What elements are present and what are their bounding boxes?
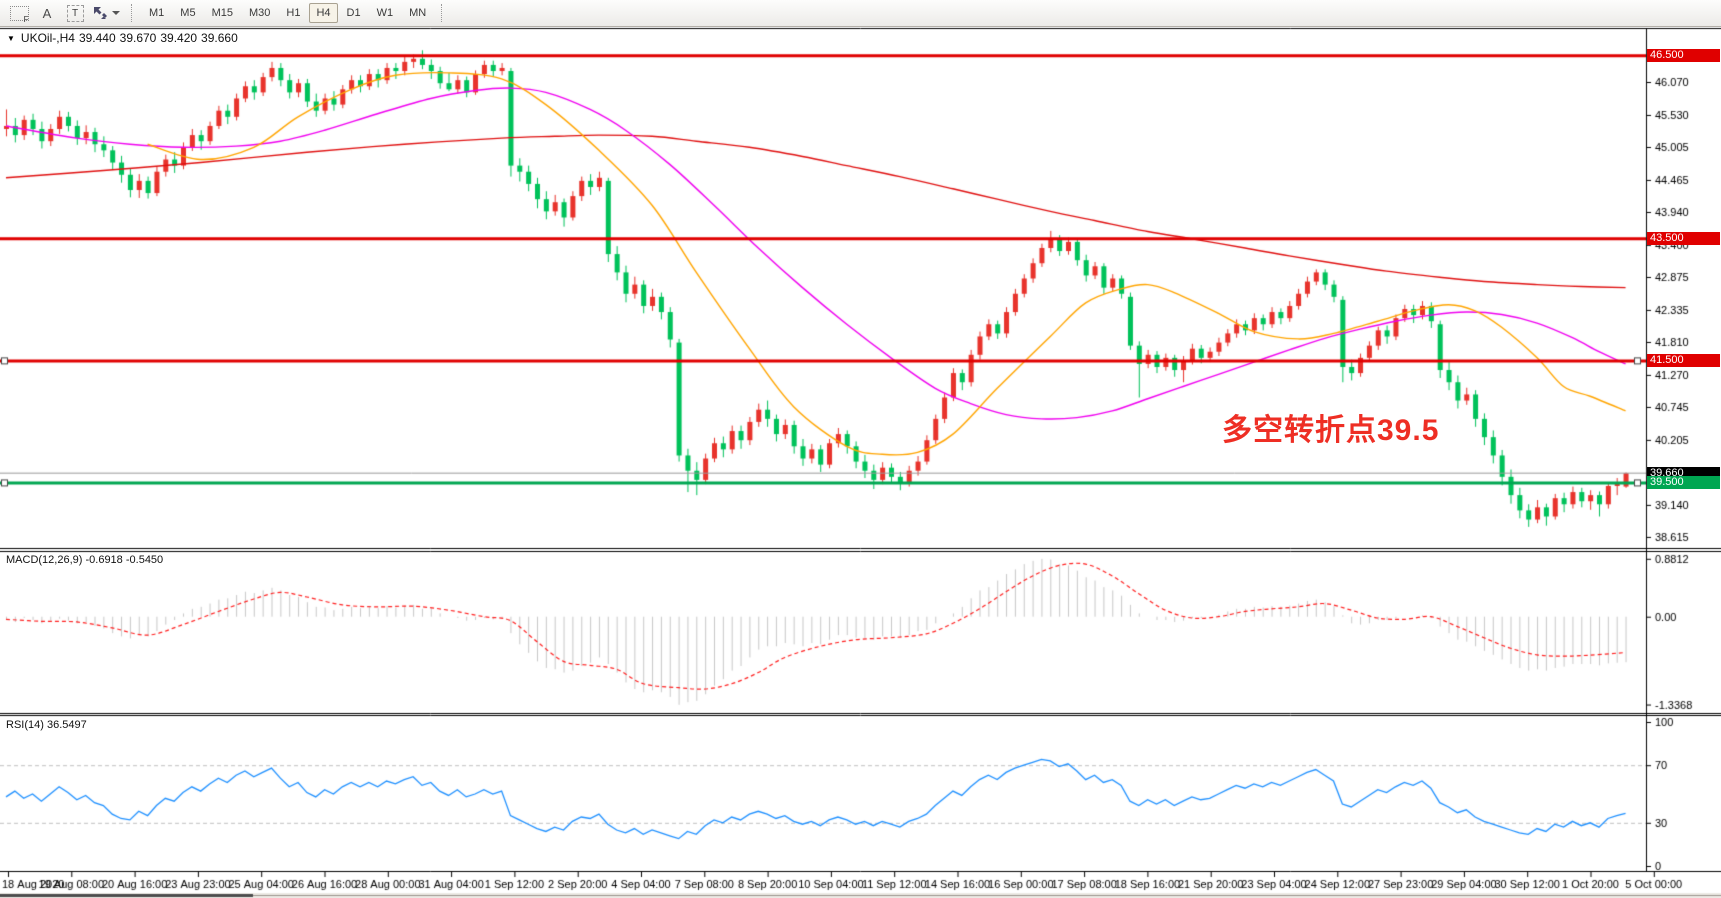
toolbar: F A T M1 M5 M15 M30 H1 H4 D1 W1 MN — [0, 0, 1721, 27]
timeframe-m5-button[interactable]: M5 — [180, 7, 196, 19]
timeframe-m30-button[interactable]: M30 — [248, 7, 271, 19]
toolbar-grip[interactable] — [131, 4, 134, 22]
annotation-text[interactable]: 多空转折点39.5 — [1222, 414, 1440, 447]
text-label-icon: A — [42, 5, 52, 21]
price-badge-39500: 39.500 — [1647, 476, 1720, 490]
chart-title: ▼ UKOil-,H4 39.440 39.670 39.420 39.660 — [7, 31, 238, 45]
symbol-dropdown-icon[interactable]: ▼ — [7, 33, 15, 43]
ohlc-close: 39.660 — [201, 31, 238, 45]
arrows-tool-button[interactable] — [93, 3, 120, 23]
macd-label: MACD(12,26,9) -0.6918 -0.5450 — [6, 554, 164, 566]
text-box-tool-button[interactable]: T — [65, 3, 85, 23]
timeframe-w1-button[interactable]: W1 — [376, 7, 394, 19]
fibo-grid-tool-button[interactable]: F — [9, 3, 29, 24]
timeframe-h4-button[interactable]: H4 — [309, 3, 338, 23]
symbol-period-label: UKOil-,H4 — [20, 31, 75, 45]
macd-value: -0.6918 — [85, 554, 123, 566]
timeframe-mn-button[interactable]: MN — [409, 7, 427, 19]
fibo-grid-icon: F — [9, 5, 29, 24]
timeframe-d1-button[interactable]: D1 — [346, 7, 361, 19]
timeframe-h1-button[interactable]: H1 — [286, 7, 301, 19]
text-label-tool-button[interactable]: A — [37, 3, 57, 23]
arrows-icon — [94, 7, 108, 19]
price-badge-41500: 41.500 — [1647, 354, 1720, 368]
ohlc-high: 39.670 — [119, 31, 157, 45]
timeframe-m1-button[interactable]: M1 — [149, 7, 165, 19]
toolbar-grip-2[interactable] — [441, 4, 444, 22]
price-badge-39660: 39.660 — [1647, 466, 1720, 480]
price-badge-46500: 46.500 — [1647, 49, 1720, 63]
rsi-value: 36.5497 — [46, 719, 87, 731]
price-badge-43500: 43.500 — [1647, 232, 1720, 246]
chevron-down-icon — [112, 11, 120, 15]
ohlc-low: 39.420 — [160, 31, 198, 45]
timeframe-m15-button[interactable]: M15 — [211, 7, 233, 19]
macd-signal-value: -0.5450 — [125, 554, 164, 566]
rsi-label: RSI(14) 36.5497 — [6, 719, 87, 731]
ohlc-open: 39.440 — [78, 31, 116, 45]
text-box-icon: T — [66, 4, 84, 22]
